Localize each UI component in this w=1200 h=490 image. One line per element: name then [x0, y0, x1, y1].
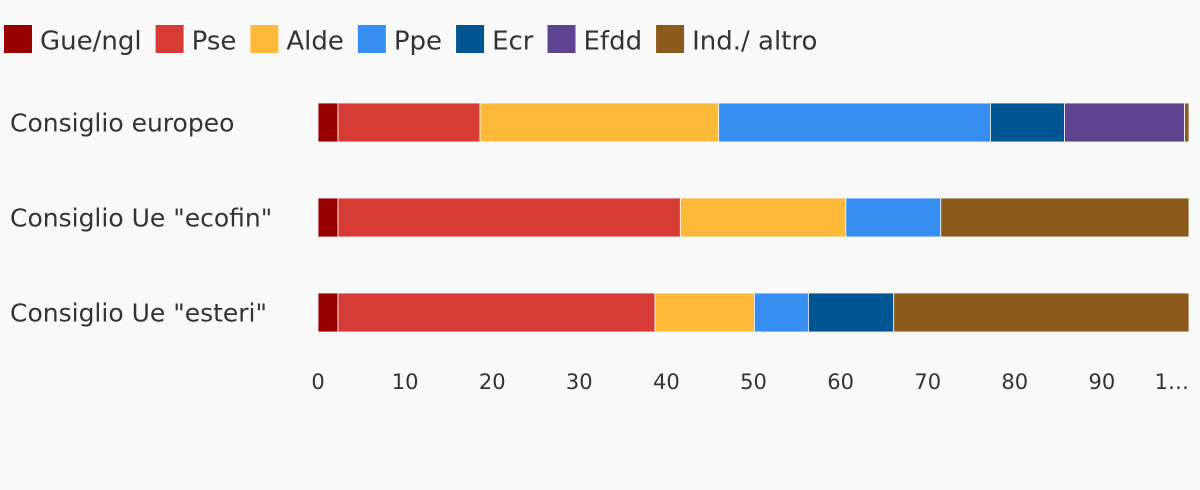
x-tick-label: 0	[311, 370, 324, 394]
legend-swatch	[250, 25, 279, 53]
legend-swatch	[155, 25, 184, 53]
x-tick-label: 80	[1001, 370, 1028, 394]
bar-segment	[845, 197, 942, 238]
legend-label: Alde	[286, 27, 344, 57]
bar-segment	[807, 292, 895, 333]
legend-label: Ind./ altro	[692, 27, 817, 57]
legend-label: Efdd	[583, 27, 642, 57]
legend-label: Ppe	[394, 27, 442, 57]
x-tick-label: 40	[653, 370, 680, 394]
bar-segment	[654, 292, 755, 333]
bar-segment	[317, 292, 339, 333]
bar-segment	[1184, 102, 1190, 143]
bar-segment	[753, 292, 809, 333]
bar-segment	[479, 102, 720, 143]
legend-swatch	[4, 25, 32, 53]
x-tick-label: 50	[740, 370, 767, 394]
x-tick-label: 30	[566, 370, 593, 394]
legend-label: Pse	[192, 27, 237, 57]
legend-swatch	[456, 25, 485, 53]
x-tick-label: 60	[827, 370, 854, 394]
x-tick-label: 10	[392, 370, 419, 394]
bar-segment	[1064, 102, 1186, 143]
category-label: Consiglio Ue "ecofin"	[10, 204, 272, 233]
legend-swatch	[656, 25, 685, 53]
bar-segment	[718, 102, 991, 143]
bar-segment	[990, 102, 1065, 143]
legend-swatch	[357, 25, 386, 53]
x-tick-label: 90	[1089, 370, 1116, 394]
category-label: Consiglio europeo	[10, 109, 234, 138]
legend-label: Ecr	[492, 27, 534, 57]
bar-segment	[337, 102, 481, 143]
legend-label: Gue/ngl	[40, 27, 142, 57]
x-tick-label: 1…	[1155, 370, 1189, 394]
bar-segment	[317, 197, 339, 238]
bar-segment	[337, 197, 681, 238]
bar-segment	[317, 102, 339, 143]
bar-segment	[337, 292, 656, 333]
bar-segment	[679, 197, 847, 238]
category-label: Consiglio Ue "esteri"	[10, 299, 267, 328]
x-tick-label: 20	[479, 370, 506, 394]
bar-segment	[893, 292, 1190, 333]
legend-swatch	[547, 25, 576, 53]
x-tick-label: 70	[914, 370, 941, 394]
bar-segment	[940, 197, 1190, 238]
